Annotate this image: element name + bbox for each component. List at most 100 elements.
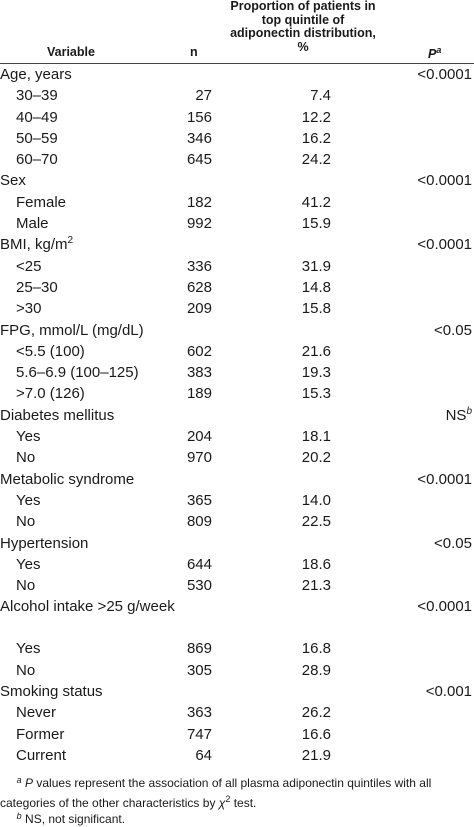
footnote-a-chi: χ [218,796,226,810]
cell-proportion: 21.3 [301,577,331,595]
footnote-a: a P values represent the association of … [0,775,474,811]
header-proportion: Proportion of patients in top quintile o… [230,0,376,54]
table-header: Variable n Proportion of patients in top… [0,0,474,62]
table-row: >30 209 15.8 [0,298,474,319]
cell-proportion: 16.8 [301,640,331,658]
data-table: Age, years <0.0001 30–39 27 7.4 40–49 156 12.2 5… [0,64,474,766]
cell-n: 189 [186,385,212,403]
header-rule [0,63,474,64]
footnote-a-text: values represent the association of all … [0,776,432,810]
cell-variable: No [16,513,36,531]
cell-variable: Smoking status [0,683,103,701]
cell-proportion: 24.2 [301,151,331,169]
cell-proportion: 16.6 [301,725,331,743]
table-row: 60–70 645 24.2 [0,149,474,170]
table-row: No 809 22.5 [0,511,474,532]
cell-variable: 30–39 [16,87,58,105]
table-group-row: Age, years <0.0001 [0,64,474,85]
cell-variable: Current [16,746,67,764]
cell-proportion: 16.2 [301,129,331,147]
cell-variable: 60–70 [16,151,58,169]
cell-variable: Former [16,725,65,743]
footnote-b: b NS, not significant. [0,811,474,827]
cell-proportion: 14.0 [301,491,331,509]
footnote-a-chi-sup: 2 [225,794,231,804]
cell-variable: No [16,661,36,679]
cell-variable: Yes [16,428,41,446]
cell-variable: Never [16,704,57,722]
cell-proportion: 15.3 [301,385,331,403]
table-group-row: Hypertension <0.05 [0,533,474,554]
table-row: Male 992 15.9 [0,213,474,234]
footnote-a-p: P [25,776,34,790]
cell-variable: Sex [0,172,26,190]
cell-variable: >30 [16,300,42,318]
cell-variable: Alcohol intake >25 g/week [0,598,175,616]
table-group-row: Diabetes mellitus NSb [0,405,474,426]
table-row: 30–39 27 7.4 [0,85,474,106]
cell-proportion: 7.4 [310,87,331,105]
cell-variable: >7.0 (126) [16,385,85,403]
table-row: Female 182 41.2 [0,192,474,213]
cell-n: 346 [186,129,212,147]
header-p-footnote-mark: a [436,45,442,55]
cell-proportion: 31.9 [301,257,331,275]
cell-n: 305 [186,661,212,679]
table-row: No 530 21.3 [0,575,474,596]
footnote-b-mark: b [16,811,22,821]
cell-variable: 50–59 [16,129,58,147]
header-n: n [190,45,198,59]
cell-n: 204 [186,428,212,446]
cell-n: 992 [186,215,212,233]
cell-n: 383 [186,364,212,382]
table-row: Yes 365 14.0 [0,490,474,511]
table-row: Never 363 26.2 [0,702,474,723]
cell-proportion: 15.9 [301,215,331,233]
table-group-row: FPG, mmol/L (mg/dL) <0.05 [0,320,474,341]
cell-n: 156 [186,108,212,126]
table-row: 40–49 156 12.2 [0,107,474,128]
cell-variable: No [16,449,36,467]
cell-variable: Metabolic syndrome [0,470,135,488]
table-row: Former 747 16.6 [0,724,474,745]
cell-n: 365 [186,491,212,509]
table-group-row: Alcohol intake >25 g/week <0.0001 [0,596,474,638]
cell-n: 336 [186,257,212,275]
cell-n: 27 [195,87,212,105]
cell-p-value: <0.0001 [417,236,472,254]
table-group-row: Smoking status <0.001 [0,681,474,702]
table-group-row: Metabolic syndrome <0.0001 [0,469,474,490]
cell-p-value: <0.001 [425,683,472,701]
cell-p-value: <0.0001 [417,470,472,488]
cell-n: 809 [186,513,212,531]
cell-p-value: <0.05 [434,534,472,552]
cell-n: 970 [186,449,212,467]
cell-p-value: <0.0001 [417,66,472,83]
cell-variable: Male [16,215,49,233]
cell-proportion: 15.8 [301,300,331,318]
cell-variable: FPG, mmol/L (mg/dL) [0,321,144,339]
cell-n: 182 [186,193,212,211]
cell-variable: Yes [16,640,41,658]
cell-n: 869 [186,640,212,658]
cell-variable: Yes [16,491,41,509]
cell-proportion: 22.5 [301,513,331,531]
cell-proportion: 26.2 [301,704,331,722]
cell-proportion: 12.2 [301,108,331,126]
header-p-value: Pa [428,44,441,62]
table-group-row: Sex <0.0001 [0,170,474,191]
cell-n: 645 [186,151,212,169]
cell-n: 747 [186,725,212,743]
cell-n: 363 [186,704,212,722]
cell-proportion: 19.3 [301,364,331,382]
cell-n: 209 [186,300,212,318]
cell-variable: 40–49 [16,108,58,126]
cell-n: 64 [195,746,212,764]
cell-p-value: NSb [445,405,472,424]
table-row: Yes 869 16.8 [0,638,474,659]
cell-proportion: 18.1 [301,428,331,446]
cell-variable: Yes [16,555,41,573]
table-group-row: BMI, kg/m2 <0.0001 [0,234,474,255]
table-row: <25 336 31.9 [0,256,474,277]
cell-variable: Hypertension [0,534,89,552]
